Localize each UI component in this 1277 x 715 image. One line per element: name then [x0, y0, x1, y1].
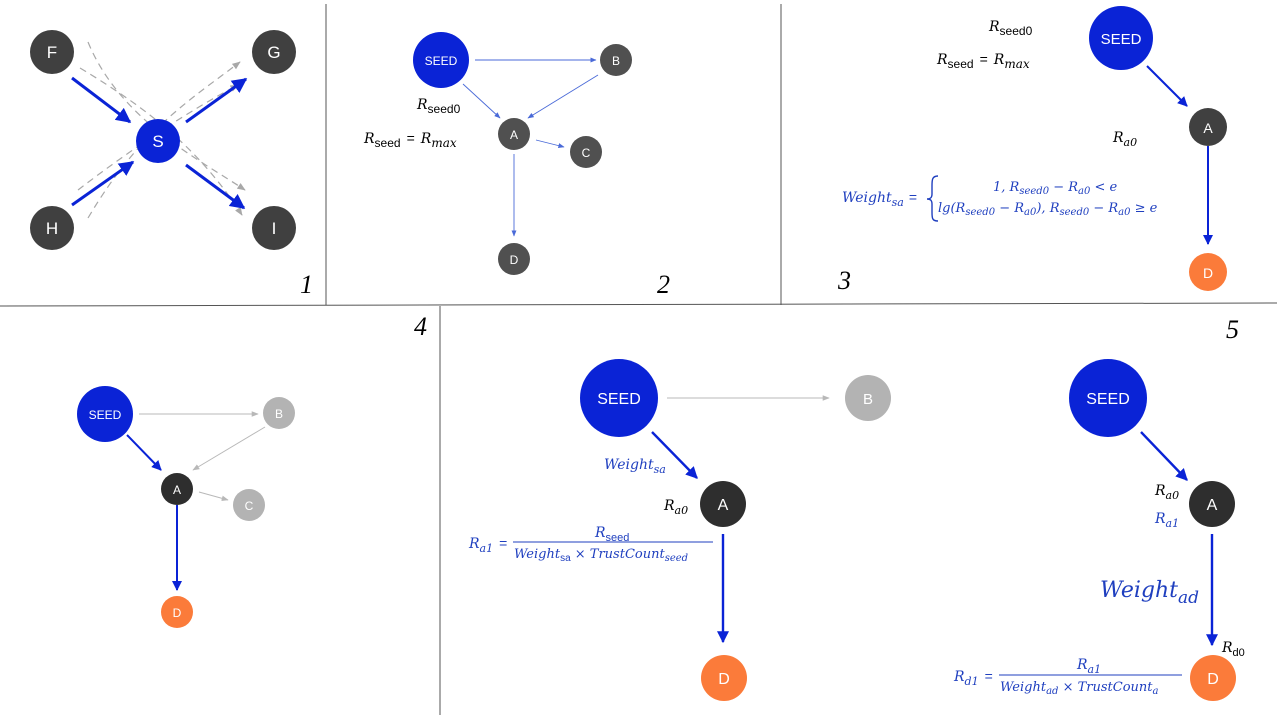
- node-d: [1189, 253, 1227, 291]
- r-seed-equation: Rseed = Rmax: [936, 51, 1030, 71]
- weight-ad-label: Weightad: [1100, 578, 1199, 608]
- node-seed-right-label: SEED: [1086, 391, 1130, 408]
- node-i-label: I: [272, 219, 277, 238]
- node-d-label: D: [173, 606, 182, 620]
- node-b-label: B: [275, 407, 283, 421]
- r-seed0-label: Rseed0: [988, 19, 1033, 38]
- panel-1: F G S H I 1: [30, 30, 313, 299]
- node-d-label: D: [510, 253, 519, 267]
- node-f: [30, 30, 74, 74]
- node-c-label: C: [245, 499, 254, 513]
- rd1-lhs: Rd1 =: [953, 668, 993, 688]
- node-a: [161, 473, 193, 505]
- r-a0-right-label: Ra0: [1154, 483, 1179, 502]
- node-seed-right: [1069, 359, 1147, 437]
- node-h: [30, 206, 74, 250]
- node-b-label: B: [863, 391, 873, 408]
- node-seed-label: SEED: [425, 54, 458, 68]
- node-seed-label: SEED: [89, 408, 122, 422]
- node-a-label: A: [510, 128, 518, 142]
- node-d: [161, 596, 193, 628]
- node-d-left: [701, 655, 747, 701]
- node-d-label: D: [1203, 265, 1213, 281]
- panel-3-number: 3: [837, 266, 851, 295]
- node-b: [263, 397, 295, 429]
- r-a0-left-label: Ra0: [663, 498, 688, 517]
- node-seed-left: [580, 359, 658, 437]
- panel-1-number: 1: [300, 270, 313, 299]
- node-s-label: S: [152, 132, 163, 151]
- r-d0-label: Rd0: [1221, 640, 1245, 659]
- node-seed: [1089, 6, 1153, 70]
- r-seed-equation: Rseed = Rmax: [363, 130, 457, 150]
- node-seed: [413, 32, 469, 88]
- node-f-label: F: [47, 43, 57, 62]
- r-seed0-label: Rseed0: [416, 97, 461, 116]
- panel-4: SEED B A C D 4: [77, 312, 427, 628]
- node-b: [600, 44, 632, 76]
- node-g: [252, 30, 296, 74]
- node-h-label: H: [46, 219, 58, 238]
- panel-2-number: 2: [657, 270, 670, 299]
- ra1-denominator: Weightsa × TrustCountseed: [514, 547, 688, 564]
- node-a-right: [1189, 481, 1235, 527]
- ra1-numerator: Rseed: [594, 525, 629, 544]
- node-d-left-label: D: [718, 671, 730, 688]
- node-a-label: A: [1203, 120, 1213, 136]
- node-a: [498, 118, 530, 150]
- node-seed-label: SEED: [1101, 31, 1142, 48]
- node-d-right-label: D: [1207, 671, 1219, 688]
- panel-4-number: 4: [414, 312, 427, 341]
- rd1-denominator: Weightad × TrustCounta: [1000, 680, 1159, 697]
- brace: [926, 175, 939, 222]
- node-seed-left-label: SEED: [597, 391, 641, 408]
- node-a-left: [700, 481, 746, 527]
- weight-sa-lhs: Weightsa =: [842, 189, 917, 209]
- panel-2: SEED B A C D Rseed0 Rseed = Rmax 2: [363, 32, 670, 299]
- node-seed: [77, 386, 133, 442]
- node-a: [1189, 108, 1227, 146]
- node-a-label: A: [173, 483, 181, 497]
- panel-3: SEED A D Rseed0 Rseed = Rmax Ra0 Weightsa =…: [837, 6, 1227, 295]
- weight-case-1: 1, Rseed0 − Ra0 < e: [993, 180, 1118, 197]
- node-a-left-label: A: [718, 497, 729, 514]
- node-g-label: G: [267, 43, 280, 62]
- panel-dividers: [0, 4, 1277, 715]
- node-c: [570, 136, 602, 168]
- r-a1-right-label: Ra1: [1154, 511, 1179, 530]
- node-s: [136, 119, 180, 163]
- node-c-label: C: [582, 146, 591, 160]
- weight-case-2: lg(Rseed0 − Ra0), Rseed0 − Ra0 ≥ e: [938, 201, 1158, 218]
- rd1-numerator: Ra1: [1076, 657, 1101, 676]
- node-d: [498, 243, 530, 275]
- node-b: [845, 375, 891, 421]
- ra1-lhs: Ra1 =: [468, 535, 507, 555]
- node-a-right-label: A: [1207, 497, 1218, 514]
- weight-sa-label: Weightsa: [604, 457, 666, 476]
- node-i: [252, 206, 296, 250]
- r-a0-label: Ra0: [1112, 130, 1137, 149]
- panel-5: SEED B A D Weightsa Ra0 Ra1 = Rseed Weigh…: [468, 315, 1245, 701]
- node-b-label: B: [612, 54, 620, 68]
- node-c: [233, 489, 265, 521]
- panel-5-number: 5: [1226, 315, 1239, 344]
- node-d-right: [1190, 655, 1236, 701]
